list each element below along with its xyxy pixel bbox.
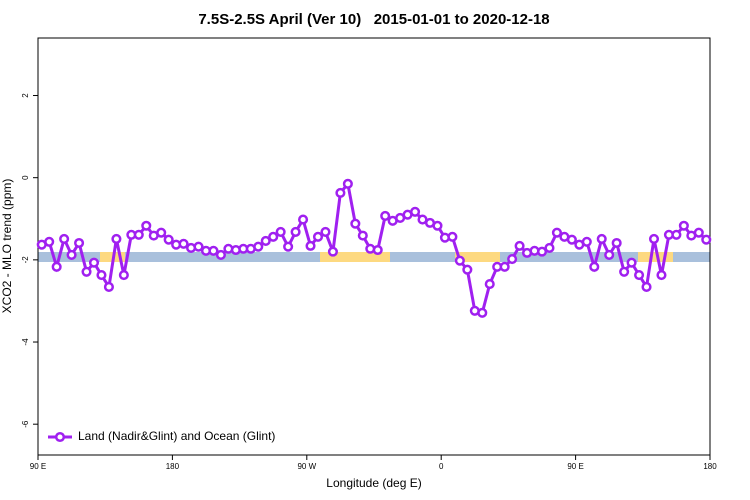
- data-point: [551, 227, 562, 238]
- data-point: [283, 241, 294, 252]
- y-tick-label: -4: [21, 338, 30, 346]
- x-tick-label: 90 E: [30, 462, 46, 471]
- data-point: [357, 230, 368, 241]
- y-axis-label: XCO2 - MLO trend (ppm): [0, 179, 14, 314]
- legend-marker: [54, 431, 66, 443]
- data-point: [634, 270, 645, 281]
- land-band: [638, 252, 673, 262]
- data-point: [103, 281, 114, 293]
- data-point: [544, 242, 555, 253]
- data-point: [589, 261, 600, 272]
- x-tick-label: 180: [166, 462, 180, 471]
- data-point: [611, 237, 622, 249]
- data-point: [678, 220, 689, 231]
- data-point: [619, 266, 630, 277]
- data-point: [178, 238, 189, 249]
- data-point: [268, 231, 279, 242]
- data-point: [118, 270, 129, 281]
- data-point: [410, 206, 421, 217]
- data-point: [447, 231, 458, 242]
- data-point: [454, 255, 465, 266]
- data-point: [641, 281, 652, 293]
- data-point: [507, 253, 518, 265]
- land-band: [320, 252, 390, 262]
- data-point: [88, 257, 100, 268]
- data-point: [81, 266, 92, 277]
- data-point: [350, 218, 361, 229]
- data-point: [342, 178, 353, 189]
- x-tick-label: 180: [703, 462, 717, 471]
- data-point: [59, 233, 70, 244]
- data-point: [514, 240, 525, 251]
- data-point: [701, 234, 712, 245]
- data-point: [648, 233, 660, 244]
- data-point: [626, 257, 637, 268]
- data-point: [604, 249, 615, 260]
- legend-label: Land (Nadir&Glint) and Ocean (Glint): [78, 429, 275, 443]
- data-point: [193, 241, 204, 252]
- data-point: [380, 210, 391, 221]
- y-tick-label: 0: [21, 175, 30, 180]
- data-point: [260, 235, 271, 247]
- data-point: [335, 187, 346, 198]
- data-point: [44, 236, 55, 247]
- data-point: [671, 229, 682, 240]
- y-tick-label: -2: [21, 256, 30, 264]
- data-point: [111, 233, 122, 244]
- data-point: [477, 307, 488, 318]
- x-tick-label: 90 E: [567, 462, 583, 471]
- data-point: [693, 227, 704, 238]
- data-point: [327, 246, 338, 257]
- data-point: [566, 234, 577, 245]
- data-point: [74, 237, 85, 249]
- land-band: [455, 252, 500, 262]
- data-point: [499, 261, 510, 272]
- data-point: [51, 261, 62, 272]
- x-tick-label: 0: [439, 462, 444, 471]
- x-axis-label: Longitude (deg E): [326, 476, 421, 490]
- data-point: [163, 234, 174, 245]
- data-point: [484, 279, 495, 290]
- data-point: [141, 220, 152, 231]
- y-tick-label: -6: [21, 420, 30, 428]
- data-point: [96, 270, 107, 281]
- x-tick-label: 90 W: [297, 462, 316, 471]
- data-point: [298, 214, 309, 225]
- data-point: [656, 270, 667, 281]
- data-point: [156, 227, 167, 238]
- data-point: [275, 226, 286, 237]
- data-point: [596, 233, 607, 244]
- data-point: [133, 229, 144, 240]
- data-point: [320, 226, 331, 237]
- data-point: [536, 246, 548, 257]
- data-point: [432, 220, 443, 231]
- data-point: [215, 249, 226, 260]
- y-tick-label: 2: [21, 93, 30, 98]
- data-point: [305, 240, 316, 251]
- data-point: [462, 264, 473, 275]
- data-point: [253, 241, 264, 252]
- data-point: [372, 244, 383, 256]
- data-point: [66, 249, 77, 260]
- data-point: [290, 226, 301, 237]
- chart-title: 7.5S-2.5S April (Ver 10) 2015-01-01 to 2…: [198, 11, 549, 28]
- data-point: [312, 231, 324, 242]
- data-point: [581, 236, 592, 247]
- data-point: [208, 245, 219, 256]
